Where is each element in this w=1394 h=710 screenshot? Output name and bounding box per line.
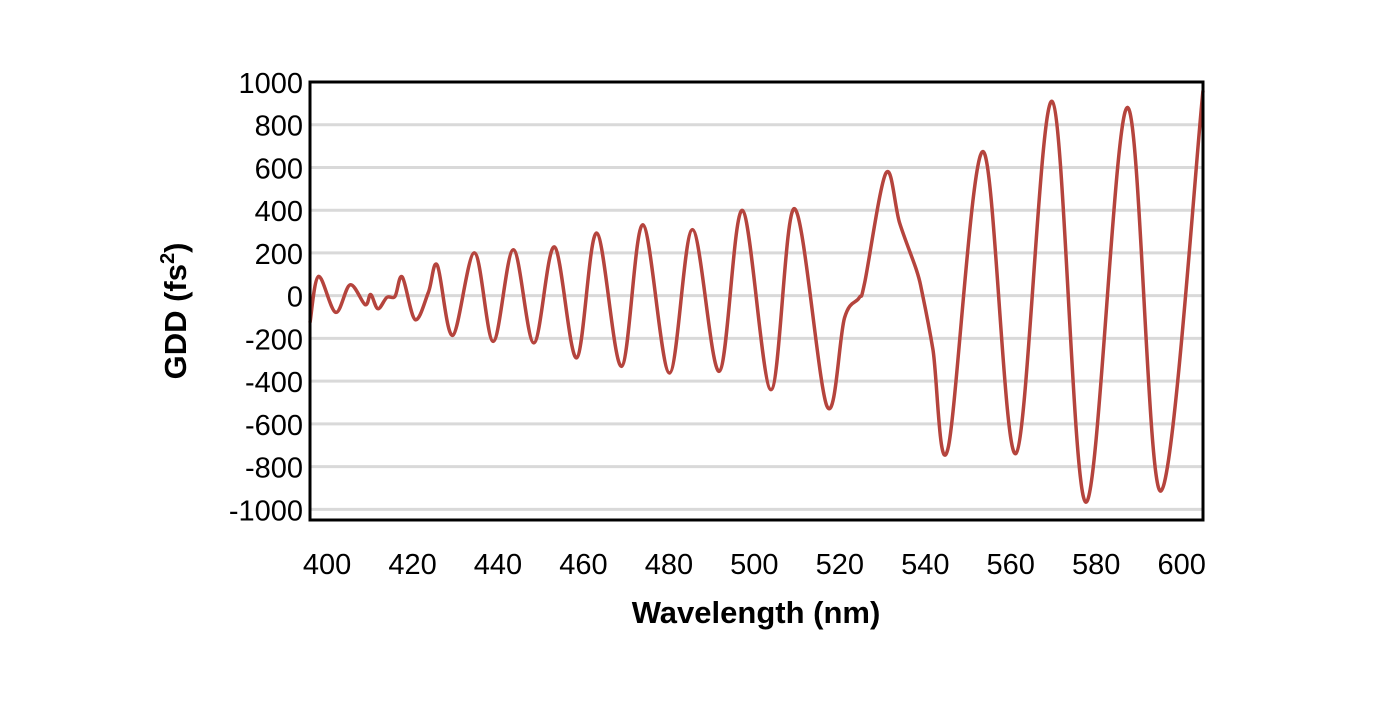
x-axis-title: Wavelength (nm) xyxy=(632,595,881,630)
y-tick-label: 800 xyxy=(255,111,303,143)
x-tick-label: 440 xyxy=(474,549,522,581)
x-tick-label: 400 xyxy=(303,549,351,581)
x-tick-label: 600 xyxy=(1157,549,1205,581)
x-tick-label: 520 xyxy=(816,549,864,581)
y-tick-label: 0 xyxy=(287,282,303,314)
x-tick-label: 420 xyxy=(388,549,436,581)
x-tick-label: 540 xyxy=(901,549,949,581)
y-tick-label: -1000 xyxy=(229,495,303,527)
x-tick-labels: 400 420 440 460 480 500 520 540 560 580 600 xyxy=(303,549,1206,581)
y-tick-label: -400 xyxy=(245,367,303,399)
y-tick-label: 1000 xyxy=(238,68,303,100)
y-tick-label: 200 xyxy=(255,239,303,271)
x-tick-label: 460 xyxy=(559,549,607,581)
x-tick-label: 500 xyxy=(730,549,778,581)
y-tick-label: -200 xyxy=(245,324,303,356)
y-axis-title-close: ) xyxy=(158,243,193,253)
y-axis-title-main: GDD (fs xyxy=(158,264,193,379)
x-tick-label: 560 xyxy=(987,549,1035,581)
y-axis-title: GDD (fs2) xyxy=(157,243,193,380)
x-tick-label: 580 xyxy=(1072,549,1120,581)
y-tick-labels: 1000 800 600 400 200 0 -200 -400 -600 -800 -1000 xyxy=(229,68,303,527)
gdd-series-line xyxy=(308,90,1205,505)
x-tick-label: 480 xyxy=(645,549,693,581)
y-tick-label: -600 xyxy=(245,410,303,442)
y-tick-label: -800 xyxy=(245,453,303,485)
y-axis-title-sup: 2 xyxy=(157,253,179,264)
y-tick-label: 400 xyxy=(255,196,303,228)
y-tick-label: 600 xyxy=(255,153,303,185)
plot-frame xyxy=(308,80,1205,522)
